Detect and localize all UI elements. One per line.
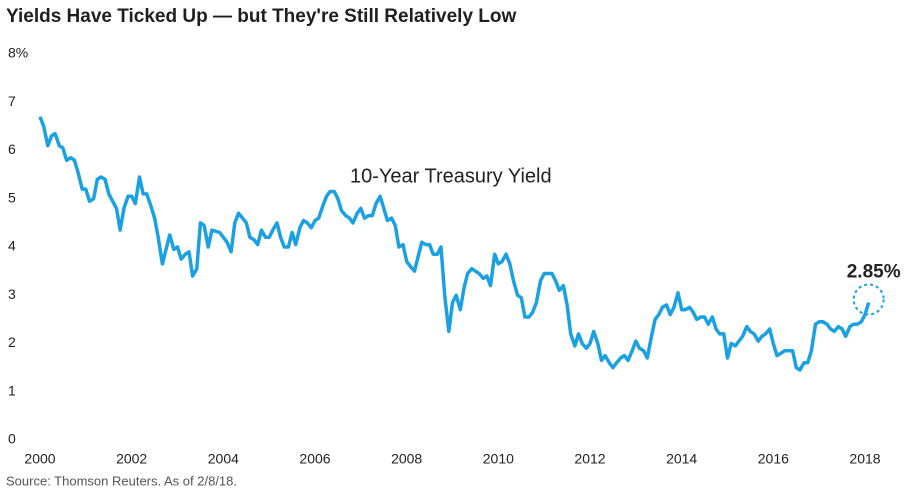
y-tick-label: 2 <box>8 334 16 350</box>
y-tick-label: 0 <box>8 431 16 447</box>
y-tick-label: 5 <box>8 189 16 205</box>
end-marker <box>852 283 885 316</box>
y-tick-label: 8% <box>8 45 28 61</box>
value-annotation: 2.85% <box>847 262 901 283</box>
x-tick-label: 2000 <box>24 451 55 467</box>
series-label: 10-Year Treasury Yield <box>350 165 552 187</box>
y-tick-label: 1 <box>8 382 16 398</box>
x-tick-label: 2004 <box>208 451 239 467</box>
y-tick-label: 3 <box>8 286 16 302</box>
x-tick-label: 2014 <box>666 451 697 467</box>
chart-title: Yields Have Ticked Up — but They're Stil… <box>6 6 517 27</box>
x-tick-label: 2008 <box>391 451 422 467</box>
x-tick-label: 2006 <box>299 451 330 467</box>
y-tick-label: 4 <box>8 238 16 254</box>
y-tick-label: 6 <box>8 141 16 157</box>
source-note: Source: Thomson Reuters. As of 2/8/18. <box>6 473 237 488</box>
x-tick-label: 2010 <box>483 451 514 467</box>
x-tick-label: 2018 <box>849 451 880 467</box>
x-tick-label: 2016 <box>758 451 789 467</box>
y-tick-label: 7 <box>8 93 16 109</box>
x-tick-label: 2012 <box>574 451 605 467</box>
series-line <box>38 116 871 372</box>
x-tick-label: 2002 <box>116 451 147 467</box>
